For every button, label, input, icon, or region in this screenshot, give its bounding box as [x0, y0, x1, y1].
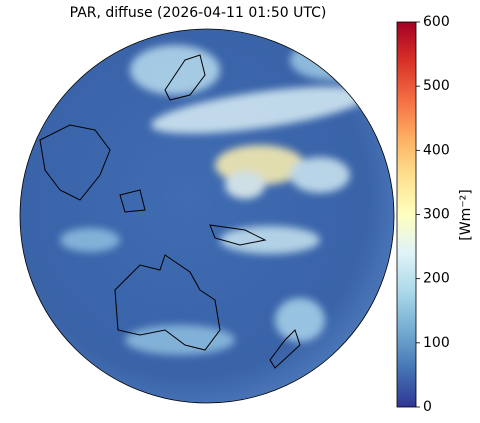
colorbar-tick-label: 300: [423, 207, 450, 223]
globe: [20, 29, 394, 403]
colorbar-tick-label: 600: [423, 14, 450, 30]
map-title: PAR, diffuse (2026-04-11 01:50 UTC): [70, 5, 327, 21]
colorbar-tick-label: 200: [423, 271, 450, 287]
colorbar-tick-label: 500: [423, 78, 450, 94]
colorbar-tick-label: 100: [423, 335, 450, 351]
colorbar-tick-label: 0: [423, 399, 432, 415]
colorbar: [396, 21, 417, 408]
colorbar-label: [Wm⁻²]: [458, 189, 474, 240]
globe-outline: [19, 28, 395, 404]
colorbar-tick-label: 400: [423, 142, 450, 158]
